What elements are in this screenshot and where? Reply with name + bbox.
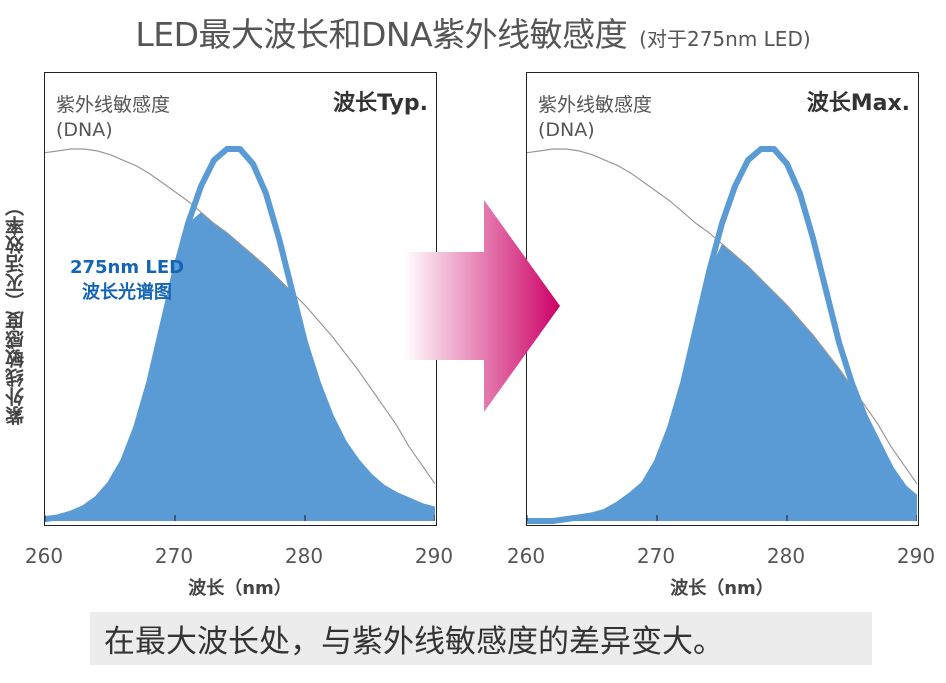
x-tick-label: 260: [24, 544, 64, 568]
chart-title-note: (对于275nm LED): [639, 27, 811, 51]
dna-curve-label-line1: 紫外线敏感度: [56, 94, 171, 116]
chart-panel-typ: 紫外线敏感度 (DNA) 波长Typ. 275nm LED 波长光谱图: [44, 72, 437, 526]
x-tick-label: 270: [636, 544, 676, 568]
y-axis-label-text: 紫外线敏感度（灭活效率）: [4, 197, 27, 425]
led-label-line1: 275nm LED: [69, 257, 185, 278]
title-row: LED最大波长和DNA紫外线敏感度 (对于275nm LED): [0, 8, 946, 56]
dna-curve-label-line1: 紫外线敏感度: [538, 94, 653, 116]
dna-sensitivity-line-typ: [45, 148, 435, 485]
dna-curve-label-line2: (DNA): [538, 119, 595, 141]
dna-curve-label: 紫外线敏感度 (DNA): [56, 93, 170, 143]
led-spectrum-line-max: [527, 146, 917, 524]
x-tick-label: 280: [766, 544, 806, 568]
x-tick-label: 270: [154, 544, 194, 568]
x-ticks-max: 260 270 280 290: [507, 544, 935, 574]
dna-curve-label-line2: (DNA): [56, 119, 113, 141]
x-tick-label: 260: [506, 544, 546, 568]
bottom-note-text: 在最大波长处，与紫外线敏感度的差异变大。: [104, 624, 724, 660]
x-axis-label-max: 波长（nm）: [670, 578, 774, 599]
y-axis-label: 紫外线敏感度（灭活效率）: [0, 96, 30, 526]
chart-plot-typ: [45, 146, 435, 523]
chart-title: LED最大波长和DNA紫外线敏感度: [135, 15, 628, 54]
panel-tag-typ: 波长Typ.: [333, 91, 428, 116]
chart-panel-max: 紫外线敏感度 (DNA) 波长Max.: [526, 72, 919, 526]
led-label-line2: 波长光谱图: [82, 282, 172, 303]
x-tick-label: 290: [414, 544, 454, 568]
x-axis-label-typ: 波长（nm）: [188, 578, 292, 599]
x-tick-label: 290: [896, 544, 936, 568]
right-arrow-icon: [404, 200, 560, 412]
panel-tag-max: 波长Max.: [806, 91, 910, 116]
x-tick-label: 280: [284, 544, 324, 568]
x-ticks-typ: 260 270 280 290: [25, 544, 453, 574]
bottom-note: 在最大波长处，与紫外线敏感度的差异变大。: [90, 612, 872, 665]
chart-plot-max: [527, 146, 917, 524]
led-spectrum-label: 275nm LED 波长光谱图: [57, 255, 197, 305]
overlap-area-typ: [45, 212, 435, 521]
dna-curve-label: 紫外线敏感度 (DNA): [538, 93, 652, 143]
overlap-area-max: [527, 243, 917, 521]
led-spectrum-line-typ: [45, 146, 435, 523]
